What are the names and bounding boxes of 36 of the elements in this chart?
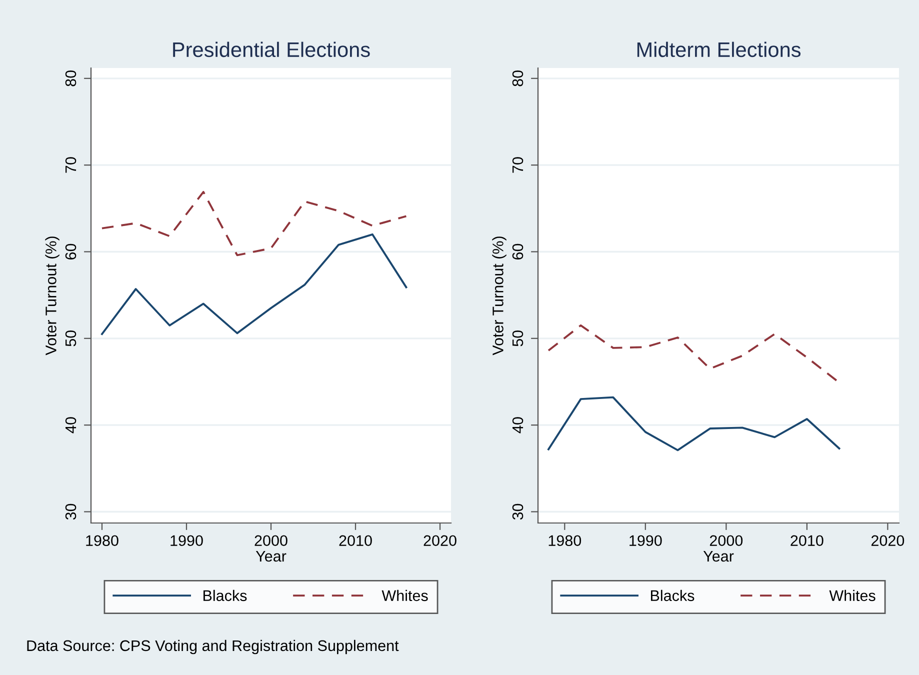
x-tick-label: 1990 [630,535,662,546]
line-series [101,190,408,256]
y-tick-label: 70 [65,157,76,173]
y-tick-label: 60 [65,244,76,260]
y-tick-label: 30 [512,504,524,520]
y-tick-label: 70 [512,157,524,173]
x-tick-label: 2000 [254,535,288,546]
x-tick-label: 2010 [790,535,824,546]
x-tick-label: 2020 [871,535,904,546]
x-tick-label: 2020 [424,535,456,546]
x-tick-label: 1980 [86,535,118,546]
legend-label: Whites [829,590,876,602]
y-tick-label: 50 [65,330,76,346]
y-axis-title: Voter Turnout (%) [492,236,506,356]
x-tick-label: 2010 [339,535,372,546]
x-tick-label: 2000 [710,535,743,546]
line-series [101,233,408,336]
y-tick-label: 40 [65,417,76,434]
legend-label: Blacks [650,590,694,602]
y-axis-title: Voter Turnout (%) [45,236,60,356]
x-axis-title: Year [703,550,734,562]
y-tick-label: 50 [512,330,524,346]
y-tick-label: 30 [65,504,76,520]
y-tick-label: 40 [512,417,524,434]
y-tick-label: 80 [65,70,76,86]
x-tick-label: 1990 [170,535,203,546]
legend-label: Blacks [203,590,247,602]
source-note: Data Source: CPS Voting and Registration Supplement [27,640,399,654]
x-tick-label: 1980 [548,535,582,546]
line-series [548,396,840,452]
y-tick-label: 80 [512,70,524,86]
x-axis-title: Year [256,550,286,562]
chart-title: Presidential Elections [173,42,370,58]
chart-title: Midterm Elections [637,42,801,58]
y-tick-label: 60 [512,244,524,260]
legend-label: Whites [382,590,428,602]
